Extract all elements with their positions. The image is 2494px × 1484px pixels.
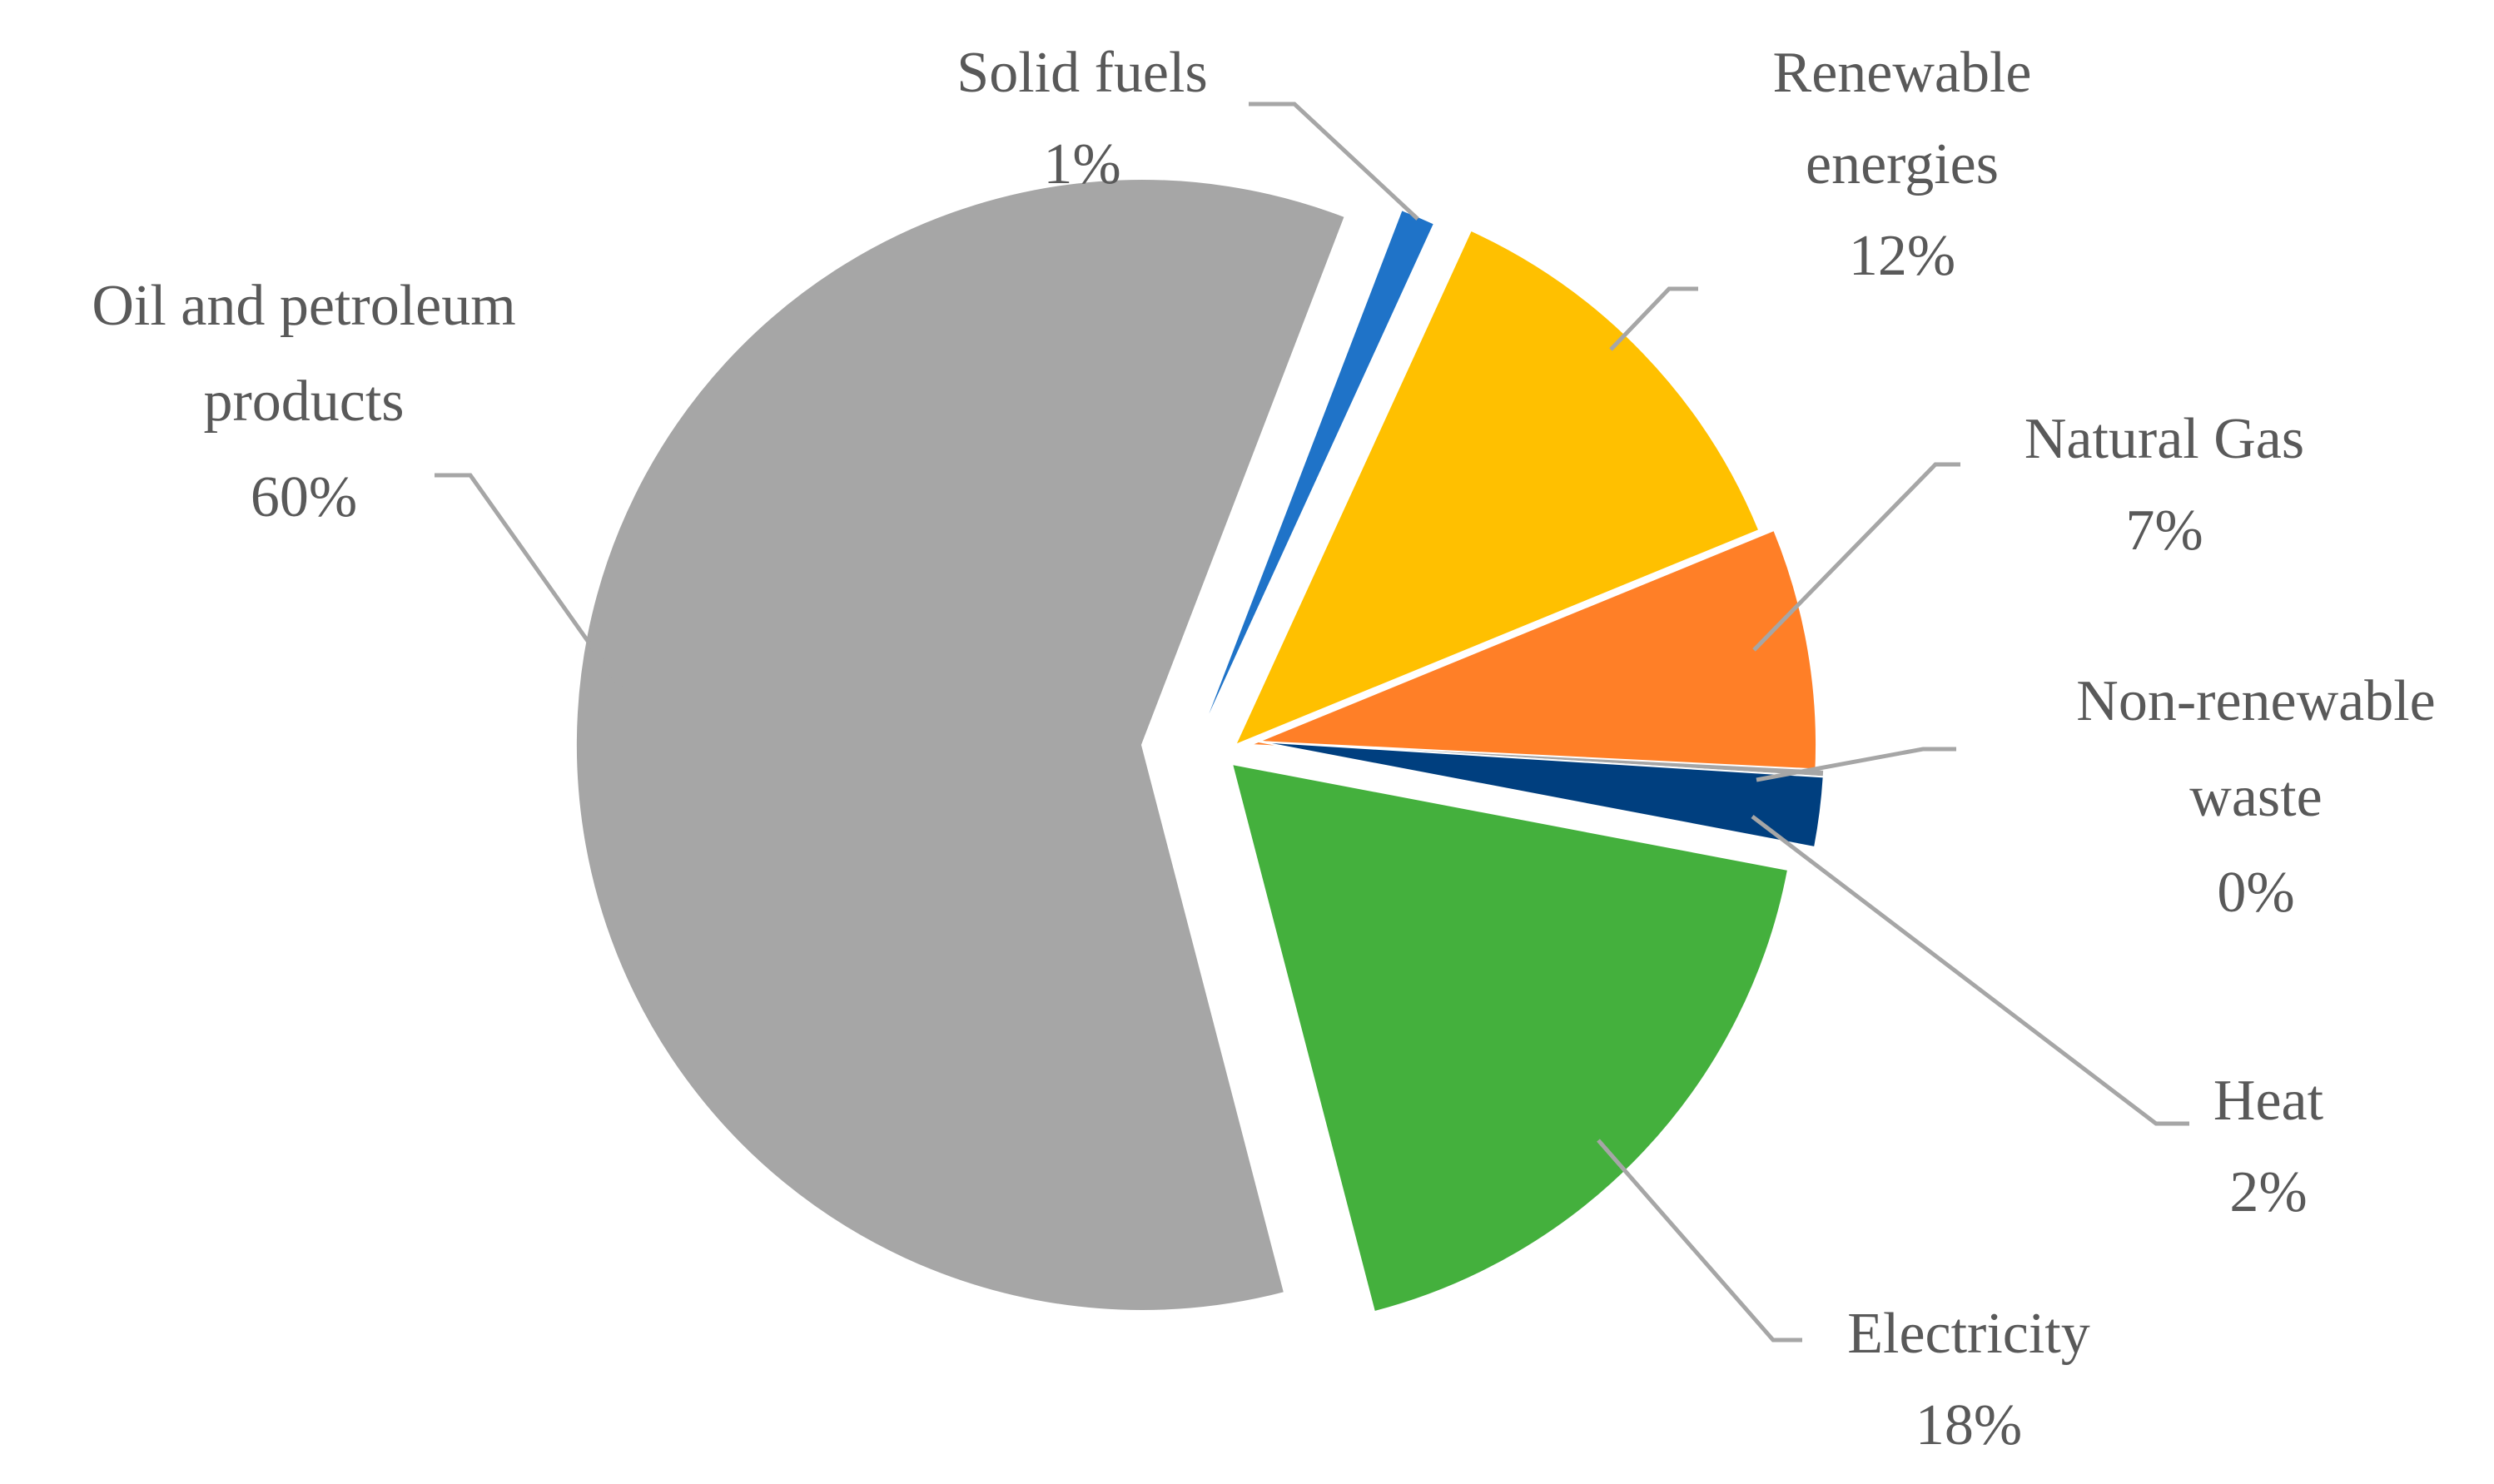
data-label-category: Electricity — [1847, 1302, 2090, 1366]
data-label-non-renewable-waste: Non-renewable waste 0% — [2076, 669, 2435, 925]
data-label-category: Heat — [2213, 1069, 2324, 1133]
pie-slice-heat — [1258, 741, 1825, 849]
data-label-percent: 2% — [2229, 1160, 2307, 1224]
data-label-oil-and-petroleum-products: Oil and petroleum products 60% — [92, 274, 515, 529]
data-label-category: Non-renewable — [2076, 669, 2435, 733]
data-label-category: waste — [2189, 765, 2322, 829]
pie-slice-natural-gas — [1249, 529, 1817, 774]
leader-line-oil-and-petroleum-products — [435, 473, 628, 697]
data-label-category: energies — [1806, 132, 1999, 196]
data-label-natural-gas: Natural Gas 7% — [2025, 407, 2304, 563]
data-label-percent: 1% — [1043, 132, 1120, 196]
leader-line-non-renewable-waste — [1756, 747, 1956, 782]
data-label-category: Renewable — [1773, 41, 2032, 105]
leader-line-renewable-energies — [1609, 286, 1698, 351]
data-label-category: Natural Gas — [2025, 407, 2304, 471]
data-label-electricity: Electricity 18% — [1847, 1302, 2090, 1457]
data-label-category: products — [203, 370, 404, 434]
data-label-percent: 12% — [1849, 224, 1955, 288]
data-label-percent: 7% — [2125, 499, 2203, 563]
data-label-heat: Heat 2% — [2213, 1069, 2324, 1224]
data-label-renewable-energies: Renewable energies 12% — [1773, 41, 2032, 288]
data-label-percent: 0% — [2217, 861, 2294, 925]
leader-line-solid-fuels — [1249, 102, 1419, 221]
leader-line-electricity — [1597, 1139, 1802, 1343]
leader-line-heat — [1751, 815, 2189, 1126]
leader-line-natural-gas — [1752, 462, 1960, 652]
data-label-solid-fuels: Solid fuels 1% — [956, 41, 1207, 196]
data-label-percent: 18% — [1915, 1393, 2022, 1457]
data-label-category: Oil and petroleum — [92, 274, 515, 338]
data-label-category: Solid fuels — [956, 41, 1207, 105]
pie-slice-electricity — [1230, 762, 1790, 1313]
pie-slice-oil-and-petroleum-products — [574, 178, 1346, 1312]
pie-slice-renewable-energies — [1234, 229, 1761, 747]
data-label-percent: 60% — [251, 465, 357, 529]
